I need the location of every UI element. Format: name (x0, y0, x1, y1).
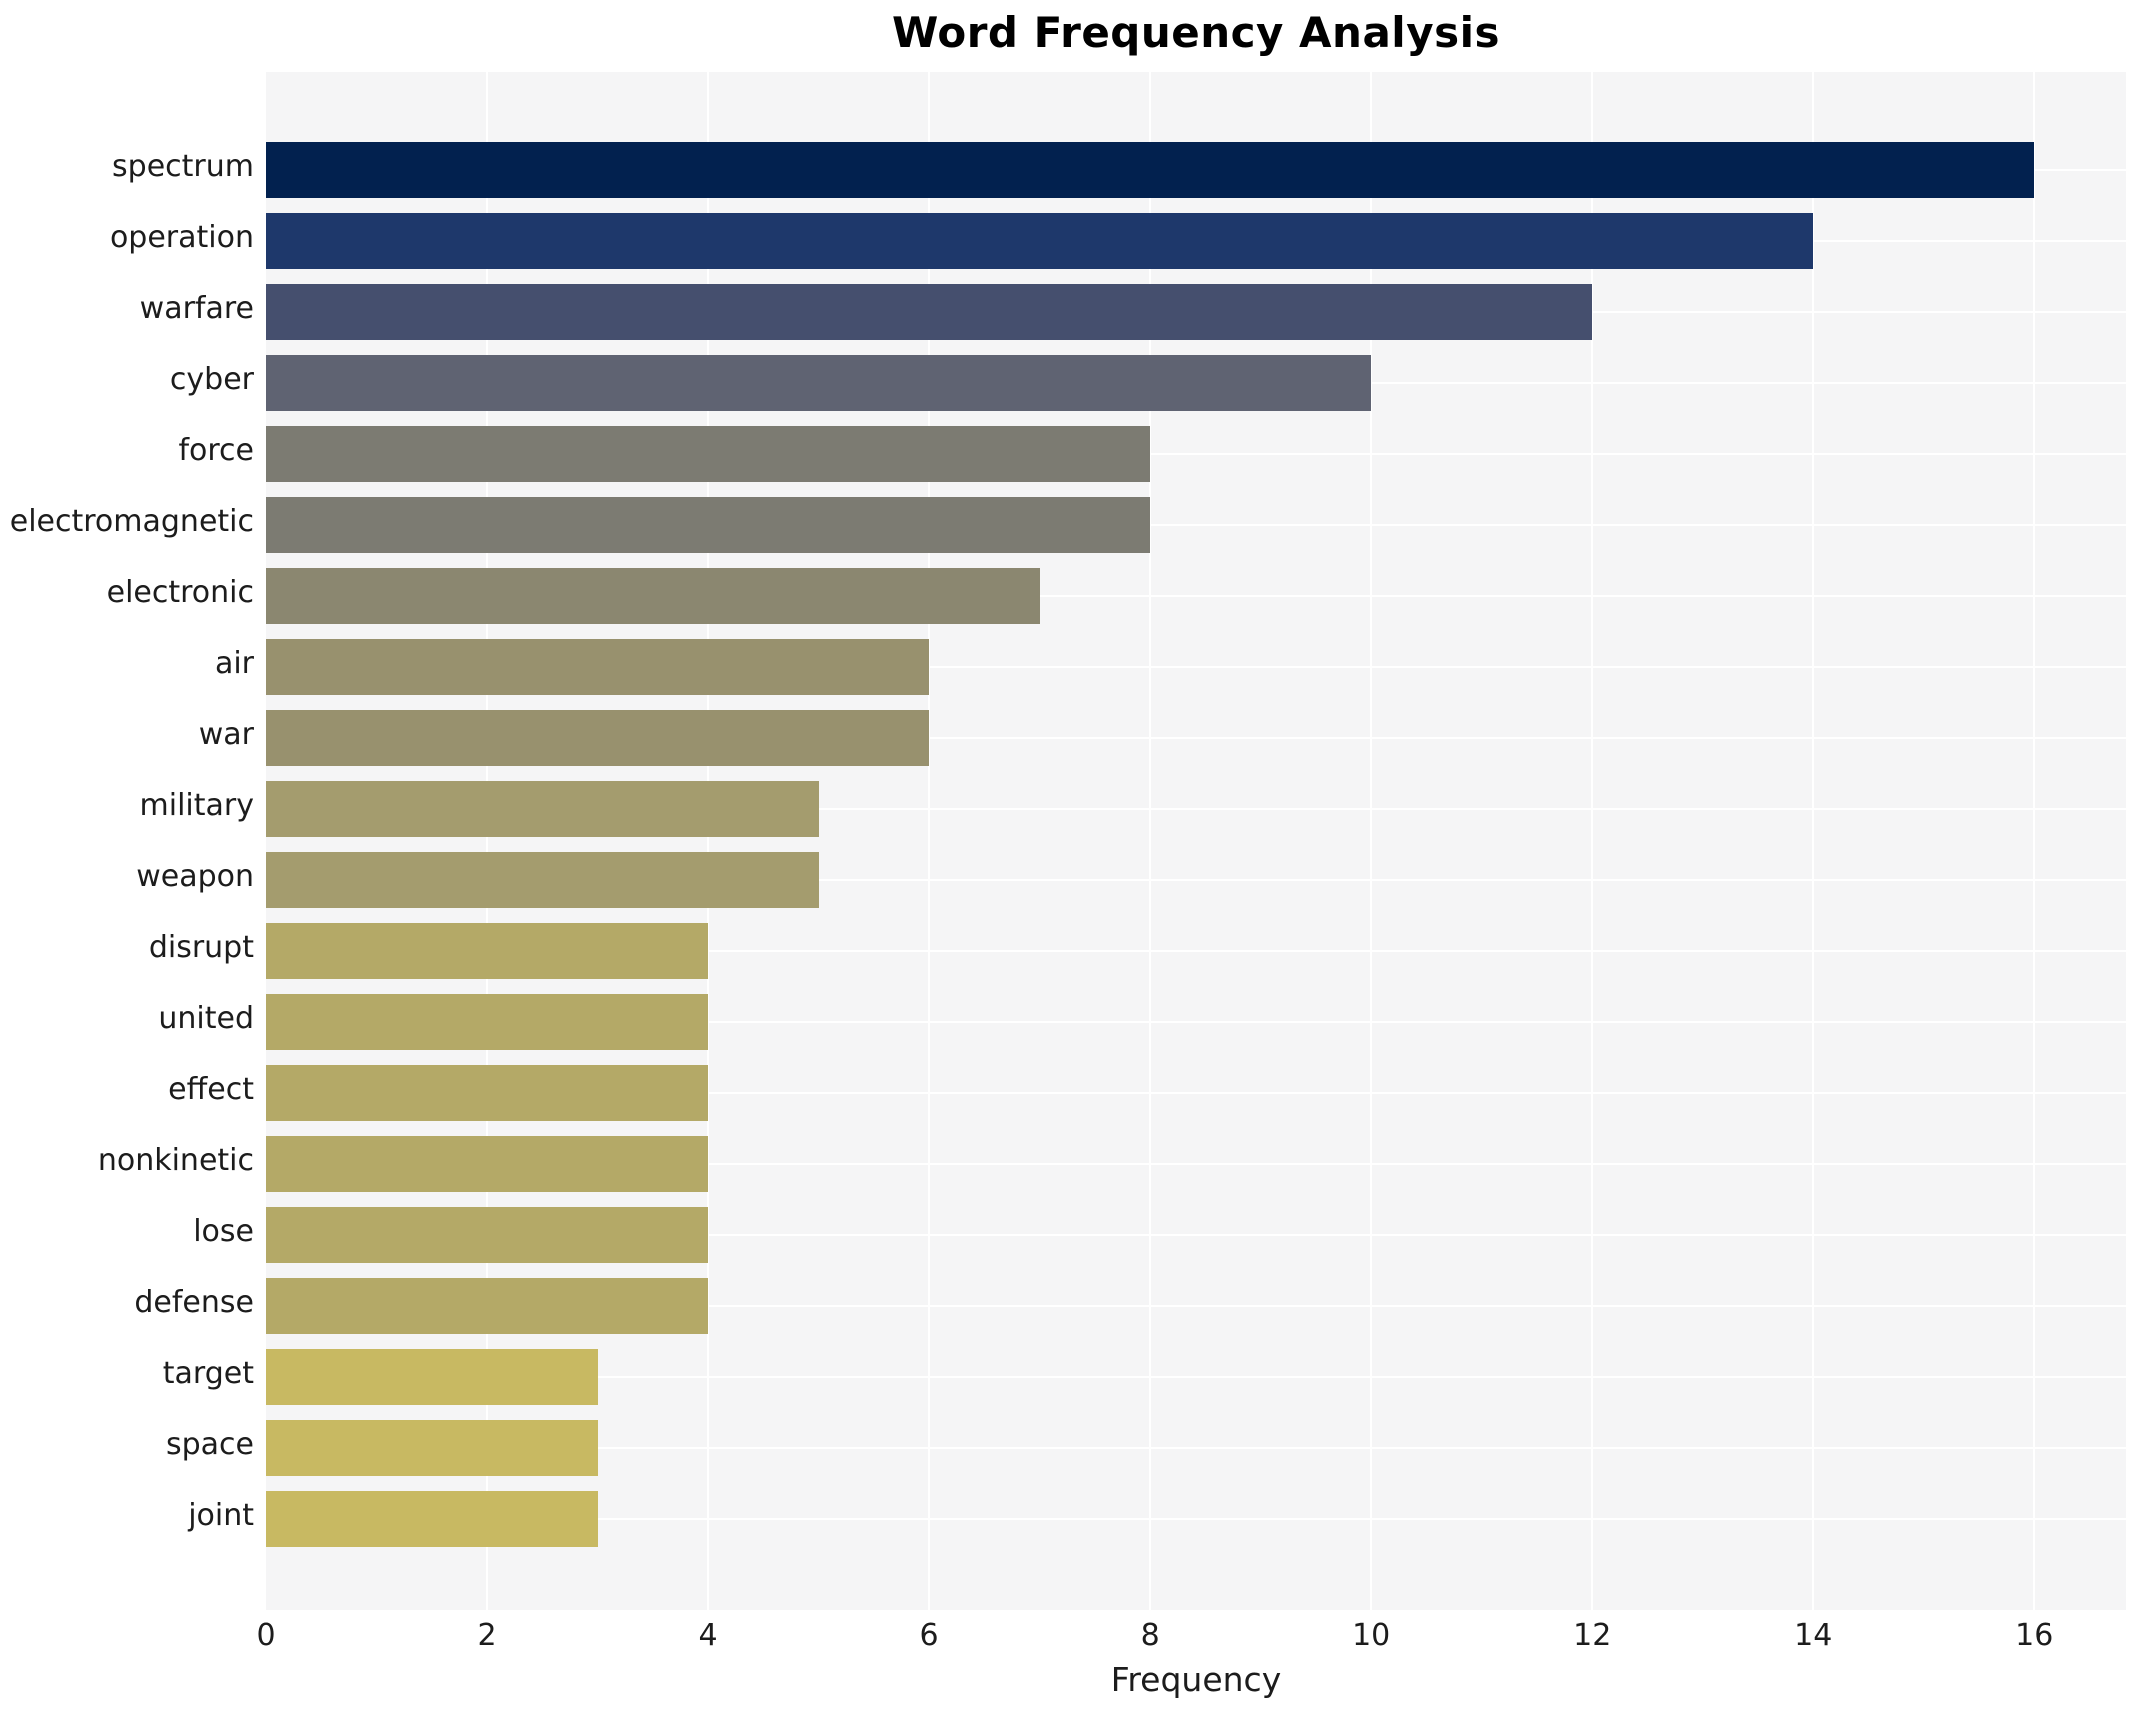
y-tick-label-electromagnetic: electromagnetic (9, 503, 254, 539)
bar-defense (266, 1278, 709, 1335)
x-tick-label-4: 4 (698, 1618, 718, 1653)
gridline-vertical (928, 72, 931, 1610)
y-tick-label-space: space (165, 1427, 254, 1463)
x-tick-label-14: 14 (1794, 1618, 1833, 1653)
bar-effect (266, 1065, 709, 1122)
bar-military (266, 780, 819, 837)
gridline-vertical (1149, 72, 1152, 1610)
gridline-horizontal (266, 879, 2126, 882)
bar-nonkinetic (266, 1136, 709, 1193)
y-tick-label-spectrum: spectrum (112, 148, 254, 184)
y-tick-label-cyber: cyber (169, 361, 254, 397)
y-tick-label-target: target (162, 1356, 254, 1392)
bar-force (266, 425, 1151, 482)
bar-cyber (266, 354, 1372, 411)
gridline-horizontal (266, 523, 2126, 526)
x-tick-label-6: 6 (919, 1618, 939, 1653)
y-tick-label-force: force (178, 432, 254, 468)
bar-warfare (266, 283, 1593, 340)
x-tick-label-0: 0 (256, 1618, 276, 1653)
bar-target (266, 1349, 598, 1406)
gridline-vertical (1370, 72, 1373, 1610)
y-tick-label-war: war (198, 716, 254, 752)
gridline-horizontal (266, 1234, 2126, 1237)
gridline-horizontal (266, 665, 2126, 668)
gridline-vertical (707, 72, 710, 1610)
gridline-vertical (2033, 72, 2036, 1610)
x-tick-label-12: 12 (1573, 1618, 1612, 1653)
y-tick-label-lose: lose (193, 1214, 254, 1250)
y-tick-label-nonkinetic: nonkinetic (97, 1143, 254, 1179)
bar-space (266, 1420, 598, 1477)
gridline-horizontal (266, 807, 2126, 810)
bar-weapon (266, 852, 819, 909)
y-tick-label-military: military (139, 787, 254, 823)
bar-joint (266, 1491, 598, 1548)
gridline-horizontal (266, 1305, 2126, 1308)
x-tick-label-2: 2 (477, 1618, 497, 1653)
y-tick-label-joint: joint (188, 1498, 254, 1534)
bar-war (266, 709, 930, 766)
gridline-horizontal (266, 1092, 2126, 1095)
y-tick-label-air: air (214, 645, 254, 681)
gridline-horizontal (266, 1518, 2126, 1521)
gridline-horizontal (266, 452, 2126, 455)
gridline-horizontal (266, 594, 2126, 597)
x-tick-label-10: 10 (1352, 1618, 1391, 1653)
bar-air (266, 638, 930, 695)
y-axis: spectrum operation warfare cyber force electr… (0, 72, 254, 1610)
bar-disrupt (266, 923, 709, 980)
plot-area (266, 72, 2126, 1610)
gridline-vertical (1812, 72, 1815, 1610)
gridline-horizontal (266, 1021, 2126, 1024)
y-tick-label-electronic: electronic (106, 574, 254, 610)
x-tick-label-8: 8 (1140, 1618, 1160, 1653)
gridline-vertical (486, 72, 489, 1610)
x-axis-label: Frequency (1110, 1660, 1282, 1699)
gridline-horizontal (266, 1163, 2126, 1166)
x-tick-label-16: 16 (2015, 1618, 2054, 1653)
gridline-horizontal (266, 950, 2126, 953)
gridline-horizontal (266, 736, 2126, 739)
bar-electronic (266, 567, 1040, 624)
x-axis: 0 2 4 6 8 10 12 14 16 (0, 1618, 2145, 1658)
gridline-horizontal (266, 1376, 2126, 1379)
y-tick-label-united: united (158, 1001, 254, 1037)
y-tick-label-effect: effect (168, 1072, 254, 1108)
y-tick-label-weapon: weapon (136, 859, 254, 895)
gridline-horizontal (266, 1447, 2126, 1450)
bar-united (266, 994, 709, 1051)
bar-spectrum (266, 141, 2035, 198)
y-tick-label-disrupt: disrupt (148, 930, 254, 966)
y-tick-label-defense: defense (134, 1285, 254, 1321)
gridline-vertical (1591, 72, 1594, 1610)
y-tick-label-operation: operation (109, 219, 254, 255)
chart-title: Word Frequency Analysis (892, 8, 1500, 57)
bar-lose (266, 1207, 709, 1264)
bar-operation (266, 212, 1814, 269)
y-tick-label-warfare: warfare (139, 290, 254, 326)
bar-electromagnetic (266, 496, 1151, 553)
